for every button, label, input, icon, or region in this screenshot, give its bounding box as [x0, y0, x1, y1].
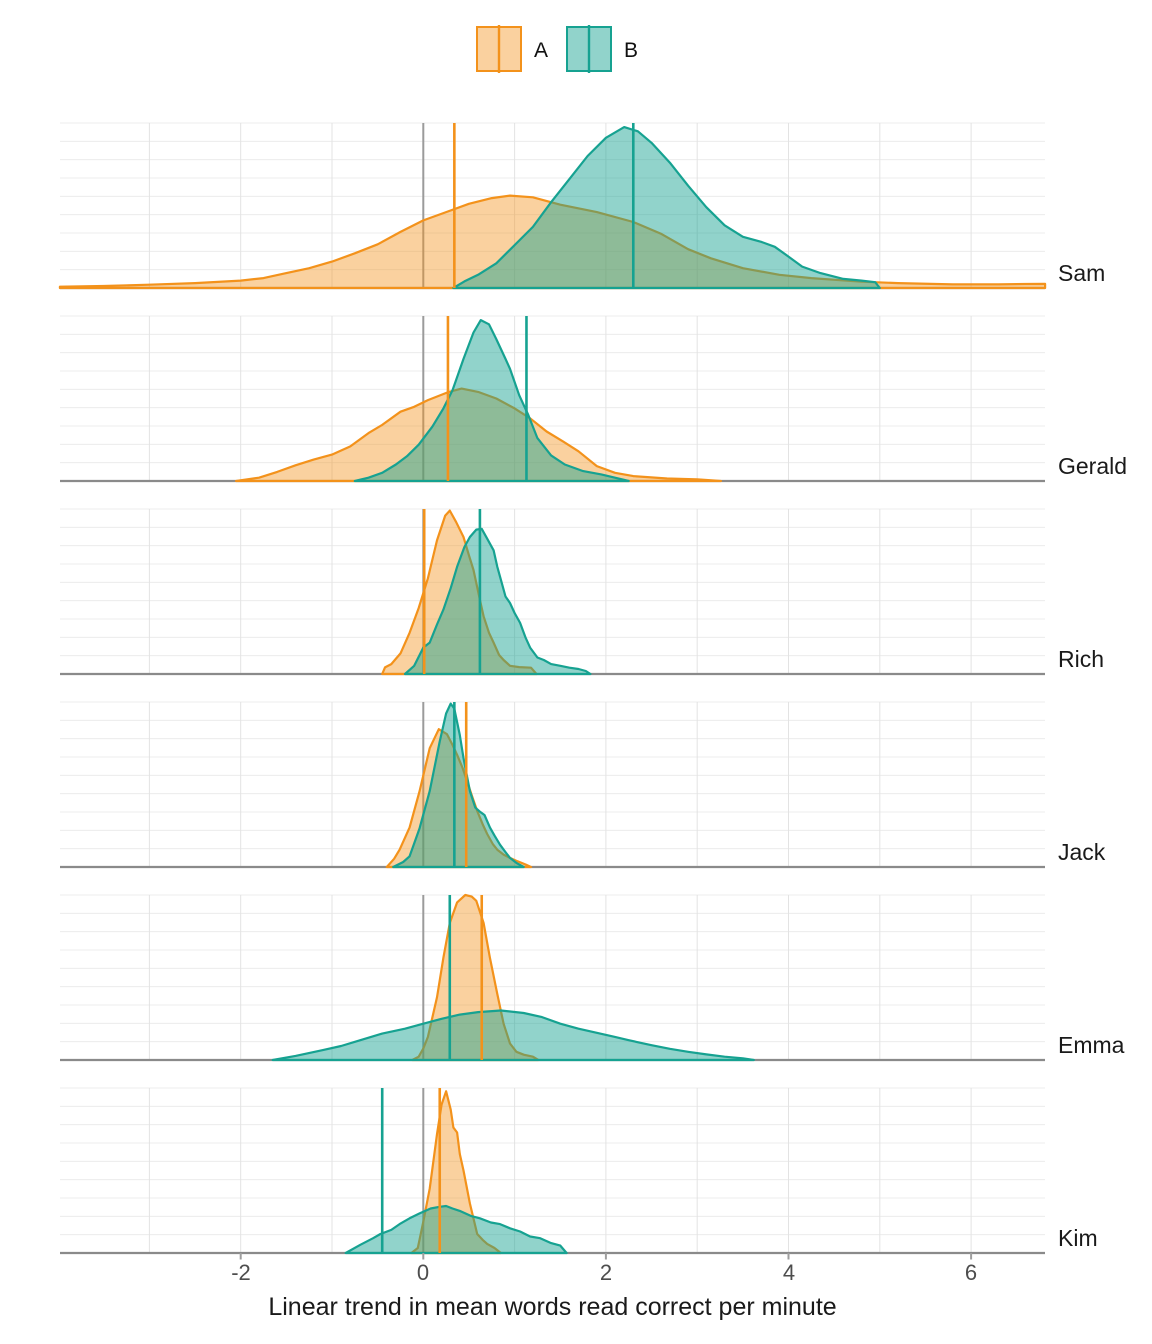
x-tick-label: 6 — [964, 1260, 978, 1285]
facet-label-gerald: Gerald — [1058, 453, 1128, 479]
density-B-Emma — [271, 1009, 755, 1062]
x-tick-label: 4 — [782, 1260, 796, 1285]
facet-label-kim: Kim — [1058, 1225, 1098, 1251]
density-B-Gerald — [353, 319, 630, 483]
density-B-Rich — [403, 527, 592, 676]
density-B-Jack — [392, 702, 525, 869]
x-axis-title: Linear trend in mean words read correct … — [268, 1293, 837, 1321]
x-tick-label: 0 — [416, 1260, 430, 1285]
density-A-Rich — [381, 509, 538, 676]
density-A-Sam — [58, 194, 1047, 290]
facet-label-sam: Sam — [1058, 260, 1106, 286]
density-B-Sam — [452, 126, 881, 290]
facet-label-emma: Emma — [1058, 1032, 1125, 1058]
density-B-Kim — [344, 1204, 568, 1255]
density-A-Kim — [410, 1090, 502, 1255]
legend-label-b: B — [624, 39, 639, 62]
x-tick-label: 2 — [599, 1260, 613, 1285]
x-tick-label: -2 — [231, 1260, 251, 1285]
facet-label-rich: Rich — [1058, 646, 1105, 672]
facet-label-jack: Jack — [1058, 839, 1106, 865]
density-A-Gerald — [235, 387, 722, 483]
legend-label-a: A — [534, 39, 549, 62]
